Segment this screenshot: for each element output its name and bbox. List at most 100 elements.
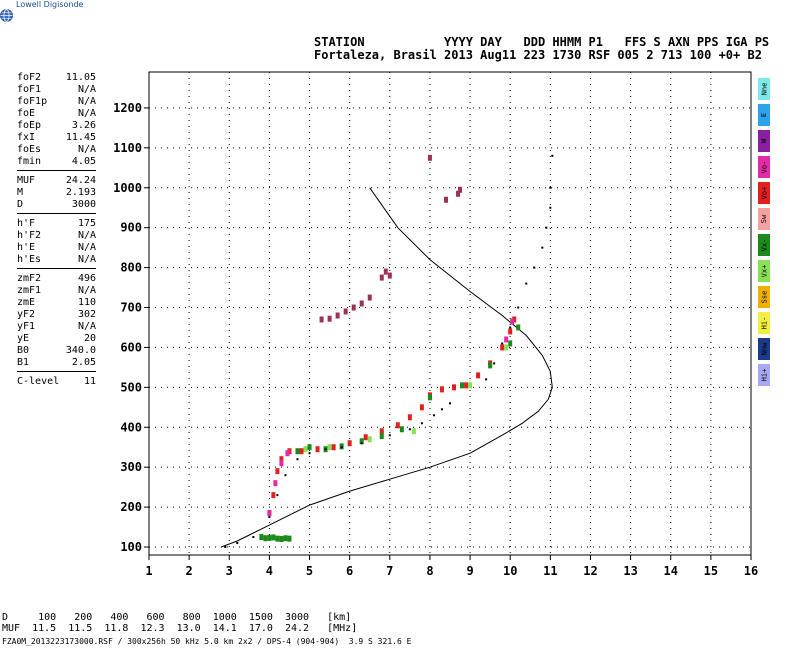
- muf-value-row: MUF 11.5 11.5 11.8 12.3 13.0 14.1 17.0 2…: [2, 623, 358, 634]
- echo-point: [363, 434, 368, 441]
- echo-point: [285, 450, 290, 457]
- echo-point: [319, 316, 324, 323]
- param-row: B0 340.0: [17, 345, 96, 357]
- echo-point: [284, 474, 287, 477]
- echo-point: [307, 444, 312, 451]
- param-value: 11.05: [65, 72, 96, 83]
- y-tick-label: 1200: [113, 101, 142, 115]
- echo-point: [327, 444, 332, 451]
- x-tick-label: 16: [744, 564, 758, 578]
- param-row: foF1 N/A: [17, 84, 96, 96]
- param-name: foF1: [17, 84, 42, 95]
- legend-label: Sw: [760, 214, 768, 224]
- echo-point: [383, 268, 388, 275]
- echo-point: [501, 342, 504, 345]
- echo-point: [533, 266, 536, 269]
- echo-point: [427, 394, 432, 401]
- echo-point: [275, 535, 280, 542]
- echo-point: [549, 206, 552, 209]
- param-name: fmin: [17, 156, 42, 167]
- echo-point: [464, 382, 469, 389]
- echo-point: [275, 468, 280, 475]
- echo-point: [439, 386, 444, 393]
- lowell-digisonde-logo: Lowell Digisonde: [0, 0, 83, 24]
- echo-point: [276, 494, 279, 497]
- param-value: N/A: [77, 84, 96, 95]
- param-row: MUF 24.24: [17, 175, 96, 187]
- echo-point: [432, 414, 435, 417]
- param-separator: [17, 170, 96, 171]
- echo-point: [541, 246, 544, 249]
- param-name: D: [17, 199, 24, 210]
- echo-point: [525, 282, 528, 285]
- echo-point: [427, 154, 432, 161]
- x-tick-label: 1: [145, 564, 152, 578]
- echo-point: [509, 326, 512, 329]
- echo-point: [488, 362, 493, 369]
- legend-swatch: E: [758, 104, 770, 126]
- echo-point: [440, 408, 443, 411]
- param-separator: [17, 371, 96, 372]
- param-value: N/A: [77, 254, 96, 265]
- param-name: zmF1: [17, 285, 42, 296]
- echo-point: [460, 382, 465, 389]
- x-tick-label: 10: [503, 564, 517, 578]
- param-row: foE N/A: [17, 108, 96, 120]
- echo-point: [283, 535, 288, 542]
- echo-point: [508, 328, 513, 335]
- legend-swatch: Sw: [758, 208, 770, 230]
- echo-point: [343, 308, 348, 315]
- echo-point: [347, 440, 352, 447]
- param-value: 110: [77, 297, 96, 308]
- param-name: B1: [17, 357, 30, 368]
- echo-point: [452, 384, 457, 391]
- param-value: 175: [77, 218, 96, 229]
- echo-point: [273, 480, 278, 487]
- y-tick-label: 700: [120, 301, 142, 315]
- param-row: h'F 175: [17, 218, 96, 230]
- legend-label: Nnw: [760, 342, 768, 356]
- param-value: N/A: [77, 144, 96, 155]
- param-name: foEp: [17, 120, 42, 131]
- param-row: M 2.193: [17, 187, 96, 199]
- x-tick-label: 8: [426, 564, 433, 578]
- x-tick-label: 2: [186, 564, 193, 578]
- param-name: MUF: [17, 175, 36, 186]
- param-name: foEs: [17, 144, 42, 155]
- echo-point: [458, 186, 463, 193]
- legend-label: Hi-: [760, 316, 768, 330]
- param-value: N/A: [77, 230, 96, 241]
- x-tick-label: 13: [623, 564, 637, 578]
- legend-label: Vo-: [760, 160, 768, 174]
- echo-point: [411, 428, 416, 435]
- legend-swatch: Vo+: [758, 182, 770, 204]
- echo-point: [252, 536, 255, 539]
- legend-swatch: Hi-: [758, 312, 770, 334]
- echo-point: [408, 428, 411, 431]
- echo-point: [379, 428, 384, 435]
- param-row: C-level 11: [17, 376, 96, 388]
- globe-icon: [0, 9, 13, 22]
- echo-point: [367, 436, 372, 443]
- y-tick-label: 900: [120, 221, 142, 235]
- header-line-1: STATION YYYY DAY DDD HHMM P1 FFS S AXN P…: [314, 35, 770, 49]
- echo-point: [387, 272, 392, 279]
- x-tick-label: 5: [306, 564, 313, 578]
- param-name: C-level: [17, 376, 60, 387]
- param-row: yE 20: [17, 333, 96, 345]
- param-name: foF1p: [17, 96, 48, 107]
- legend-label: Vx-: [760, 238, 768, 252]
- param-name: h'F: [17, 218, 36, 229]
- echo-point: [367, 294, 372, 301]
- param-value: 4.05: [71, 156, 96, 167]
- y-tick-label: 500: [120, 380, 142, 394]
- legend-swatch: Hi+: [758, 364, 770, 386]
- echo-point: [295, 448, 300, 455]
- x-tick-label: 14: [664, 564, 678, 578]
- param-row: h'F2 N/A: [17, 230, 96, 242]
- param-value: 20: [83, 333, 96, 344]
- param-name: foF2: [17, 72, 42, 83]
- echo-point: [279, 536, 284, 543]
- echo-point: [259, 534, 264, 541]
